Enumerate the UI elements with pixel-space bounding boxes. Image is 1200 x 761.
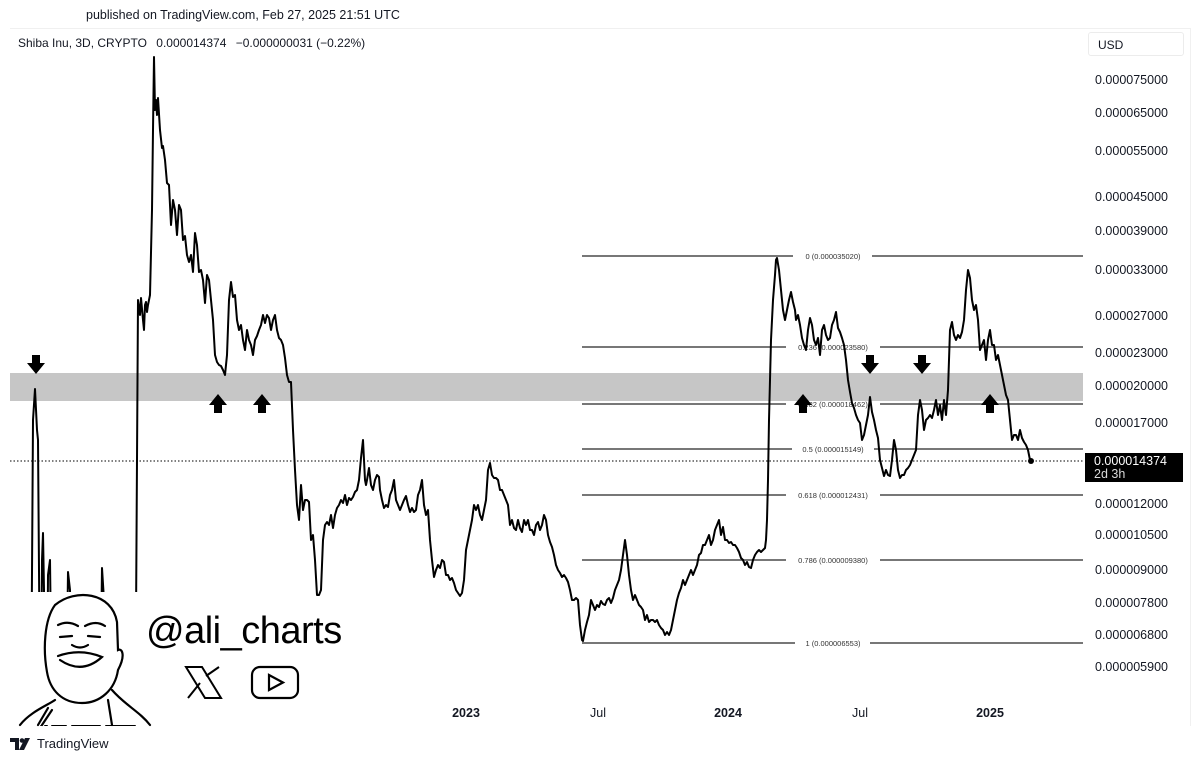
fib-label-0: 0 (0.000035020)	[805, 252, 861, 261]
price-change: −0.000000031 (−0.22%)	[235, 36, 366, 50]
tradingview-logo-icon	[10, 737, 30, 750]
y-tick: 0.000012000	[1095, 497, 1168, 511]
published-caption: published on TradingView.com, Feb 27, 20…	[86, 8, 400, 22]
x-tick: 2023	[452, 706, 480, 720]
x-tick: 2025	[976, 706, 1004, 720]
last-price: 0.000014374	[156, 36, 227, 50]
arrow-up-icon	[981, 394, 999, 413]
symbol-legend: Shiba Inu, 3D, CRYPTO 0.000014374 −0.000…	[18, 36, 371, 50]
fib-label-0618: 0.618 (0.000012431)	[798, 491, 868, 500]
y-tick: 0.000020000	[1095, 379, 1168, 393]
x-logo-icon[interactable]	[184, 666, 223, 699]
arrow-up-icon	[209, 394, 227, 413]
y-tick: 0.000065000	[1095, 106, 1168, 120]
y-tick: 0.000075000	[1095, 73, 1168, 87]
fib-label-0236: 0.236 (0.000023580)	[798, 343, 868, 352]
fibonacci-retracement[interactable]	[582, 255, 1083, 644]
bar-countdown: 2d 3h	[1094, 467, 1126, 481]
y-tick: 0.000045000	[1095, 190, 1168, 204]
y-tick: 0.000055000	[1095, 144, 1168, 158]
fib-label-1: 1 (0.000006553)	[805, 639, 861, 648]
chart-frame	[10, 28, 1191, 726]
y-tick: 0.000023000	[1095, 346, 1168, 360]
currency-button[interactable]: USD	[1088, 32, 1184, 56]
arrow-down-icon	[27, 355, 45, 374]
y-tick: 0.000005900	[1095, 660, 1168, 674]
x-tick: Jul	[590, 706, 606, 720]
fibonacci-labels: 0 (0.000035020) 0.236 (0.000023580) 0.38…	[798, 252, 868, 648]
y-tick: 0.000017000	[1095, 416, 1168, 430]
tradingview-logo[interactable]: TradingView	[10, 736, 109, 751]
annotation-arrows	[27, 355, 999, 413]
fib-label-0382: 0.382 (0.000018462)	[798, 400, 868, 409]
youtube-icon[interactable]	[250, 665, 300, 700]
y-tick: 0.000006800	[1095, 628, 1168, 642]
y-tick: 0.000039000	[1095, 224, 1168, 238]
tradingview-brand: TradingView	[37, 736, 109, 751]
last-price-dot	[1028, 458, 1034, 464]
price-line	[30, 56, 1032, 726]
y-tick: 0.000010500	[1095, 528, 1168, 542]
y-tick: 0.000027000	[1095, 309, 1168, 323]
x-tick: 2024	[714, 706, 742, 720]
arrow-up-icon	[794, 394, 812, 413]
fib-label-05: 0.5 (0.000015149)	[802, 445, 864, 454]
arrow-down-icon	[861, 355, 879, 374]
fib-label-0786: 0.786 (0.000009380)	[798, 556, 868, 565]
resistance-zone	[10, 373, 1083, 401]
y-tick: 0.000033000	[1095, 263, 1168, 277]
symbol-name[interactable]: Shiba Inu, 3D, CRYPTO	[18, 36, 147, 50]
arrow-up-icon	[253, 394, 271, 413]
y-tick: 0.000009000	[1095, 563, 1168, 577]
x-tick: Jul	[852, 706, 868, 720]
author-handle: @ali_charts	[146, 610, 342, 652]
avatar-face-icon	[10, 592, 152, 727]
current-price-tag: 0.000014374 2d 3h	[1085, 453, 1183, 482]
y-tick: 0.000007800	[1095, 596, 1168, 610]
current-price-value: 0.000014374	[1094, 454, 1167, 468]
arrow-down-icon	[913, 355, 931, 374]
